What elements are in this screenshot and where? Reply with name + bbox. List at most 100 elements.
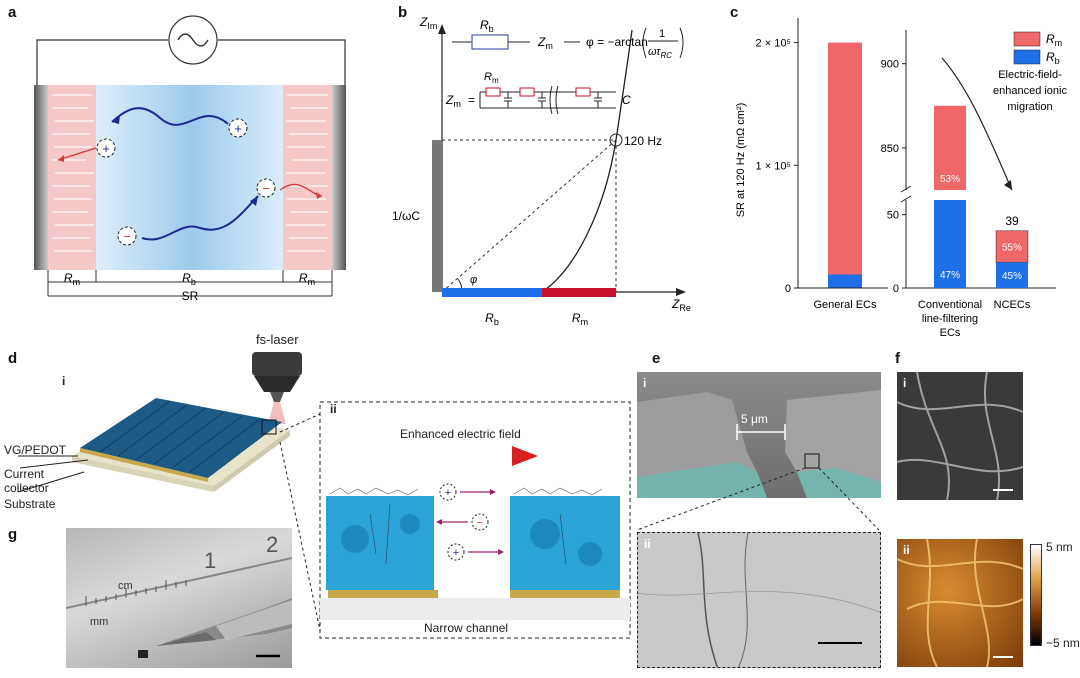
- svg-text:ZRe: ZRe: [671, 297, 691, 313]
- panel-d-sub-ii: ii: [330, 402, 337, 416]
- svg-text:Rb: Rb: [480, 18, 494, 34]
- svg-text:120 Hz: 120 Hz: [624, 134, 662, 148]
- pct-label: 55%: [1002, 243, 1022, 254]
- svg-text:+: +: [102, 141, 110, 156]
- device-photo-g: cm mm 1 2: [66, 528, 292, 668]
- panel-d-device-schematic: [17, 352, 302, 493]
- one-over-omega-c: 1/ωC: [392, 209, 420, 223]
- panel-label-a: a: [8, 4, 17, 21]
- annotation-text: migration: [1007, 101, 1052, 113]
- collector-label: collector: [4, 481, 49, 495]
- svg-text:−: −: [262, 181, 270, 196]
- svg-text:Rm: Rm: [484, 71, 499, 85]
- panel-f-sub-i: i: [903, 376, 907, 390]
- x-label-general: General ECs: [814, 299, 877, 311]
- cation-icon: +: [447, 543, 465, 561]
- pct-label: 47%: [940, 270, 960, 281]
- legend-label: Rm: [1046, 32, 1062, 48]
- colorbar-bottom-label: −5 nm: [1046, 636, 1080, 650]
- bar-conventional-rm: [934, 105, 966, 190]
- panel-d-ii-zoom: + − +: [279, 401, 631, 639]
- svg-text:−: −: [123, 229, 131, 244]
- afm-image-f-ii: ii: [897, 539, 1023, 667]
- panel-label-e: e: [652, 350, 661, 367]
- svg-text:1: 1: [659, 28, 665, 40]
- svg-text:Zm: Zm: [445, 93, 461, 109]
- panel-b-nyquist: ZIm ZRe 1/ωC 120 Hz φ Rb Rm Rb Zm φ = −a…: [392, 15, 691, 327]
- svg-text:+: +: [234, 121, 242, 136]
- mm-label: mm: [90, 616, 109, 628]
- cation-icon: +: [228, 118, 248, 138]
- svg-text:C: C: [622, 93, 631, 107]
- fs-laser-label: fs-laser: [256, 332, 299, 347]
- y-axis-title: SR at 120 Hz (mΩ cm²): [735, 103, 747, 218]
- svg-text:Rb: Rb: [182, 271, 196, 287]
- scale-5um-label: 5 μm: [741, 412, 768, 426]
- panel-label-c: c: [730, 4, 739, 21]
- bar-ncec-rb: [996, 262, 1028, 288]
- cation-icon: +: [96, 138, 116, 158]
- svg-text:Zm: Zm: [537, 35, 553, 51]
- axis-break: [900, 185, 912, 193]
- narrow-channel-label: Narrow channel: [424, 621, 509, 635]
- svg-text:Rm: Rm: [299, 271, 315, 287]
- current-label: Current: [4, 467, 45, 481]
- right-y-tick-label: 0: [893, 283, 899, 295]
- panel-label-b: b: [398, 4, 408, 21]
- bar-ncec-rm: [995, 230, 1029, 263]
- svg-text:φ = −arctan: φ = −arctan: [586, 35, 648, 49]
- annotation-text: Electric-field-: [998, 69, 1062, 81]
- x-label-conventional: Conventional: [918, 299, 982, 311]
- ncec-total-label: 39: [1005, 214, 1019, 228]
- panel-a-schematic: + + − − Rm Rb Rm SR: [34, 15, 346, 303]
- panel-label-f: f: [895, 350, 900, 367]
- zoom-lines-e: [637, 468, 880, 531]
- x-label-ncec: NCECs: [994, 299, 1031, 311]
- pct-label: 53%: [940, 174, 960, 185]
- right-y-tick-label: 50: [887, 210, 899, 222]
- panel-e-sub-i: i: [643, 376, 647, 390]
- left-y-tick-label: 1 × 10⁵: [756, 160, 791, 172]
- annotation-text: enhanced ionic: [993, 85, 1068, 97]
- legend-swatch: [1013, 49, 1041, 65]
- panel-e-sub-ii: ii: [644, 537, 651, 551]
- pct-label: 45%: [1002, 271, 1022, 282]
- bar-conventional-rb: [934, 200, 966, 288]
- axis-break: [900, 195, 912, 203]
- ruler-number-2: 2: [266, 532, 279, 557]
- right-y-tick-label: 850: [881, 143, 899, 155]
- afm-image-f-i: i: [897, 372, 1023, 500]
- annotation-arrowhead: [1004, 180, 1012, 190]
- anion-icon: −: [471, 513, 489, 531]
- sem-image-e-i: i 5 μm: [637, 372, 881, 498]
- left-y-tick-label: 2 × 10⁵: [756, 38, 791, 50]
- sr-label: SR: [182, 289, 199, 303]
- svg-text:Rm: Rm: [572, 311, 588, 327]
- legend-swatch: [1013, 31, 1041, 47]
- anion-icon: −: [117, 226, 137, 246]
- tem-image-e-ii: ii: [637, 532, 881, 668]
- panel-label-d: d: [8, 350, 18, 367]
- colorbar-top-label: 5 nm: [1046, 540, 1073, 554]
- svg-text:−: −: [477, 517, 483, 529]
- substrate-label: Substrate: [4, 497, 56, 511]
- x-label-conventional: line-filtering: [922, 313, 978, 325]
- enhanced-field-label: Enhanced electric field: [400, 427, 521, 441]
- cation-icon: +: [439, 483, 457, 501]
- panel-f-sub-ii: ii: [903, 543, 910, 557]
- panel-c-bar-chart: 0 1 × 10⁵ 2 × 10⁵ SR at 120 Hz (mΩ cm²) Gene…: [735, 18, 1068, 339]
- svg-text:=: =: [468, 93, 475, 107]
- svg-text:ωτRC: ωτRC: [648, 46, 672, 60]
- svg-text:ZIm: ZIm: [419, 15, 437, 31]
- svg-text:+: +: [445, 487, 451, 499]
- x-label-conventional: ECs: [940, 327, 961, 339]
- vg-pedot-label: VG/PEDOT: [4, 443, 67, 457]
- svg-text:+: +: [453, 547, 459, 559]
- cm-label: cm: [118, 580, 133, 592]
- right-y-tick-label: 900: [881, 59, 899, 71]
- bar-general-rb: [828, 274, 862, 288]
- bar-general-rm: [828, 42, 862, 275]
- legend-label: Rb: [1046, 50, 1060, 66]
- panel-d-sub-i: i: [62, 374, 66, 388]
- annotation-arrow: [941, 57, 1013, 191]
